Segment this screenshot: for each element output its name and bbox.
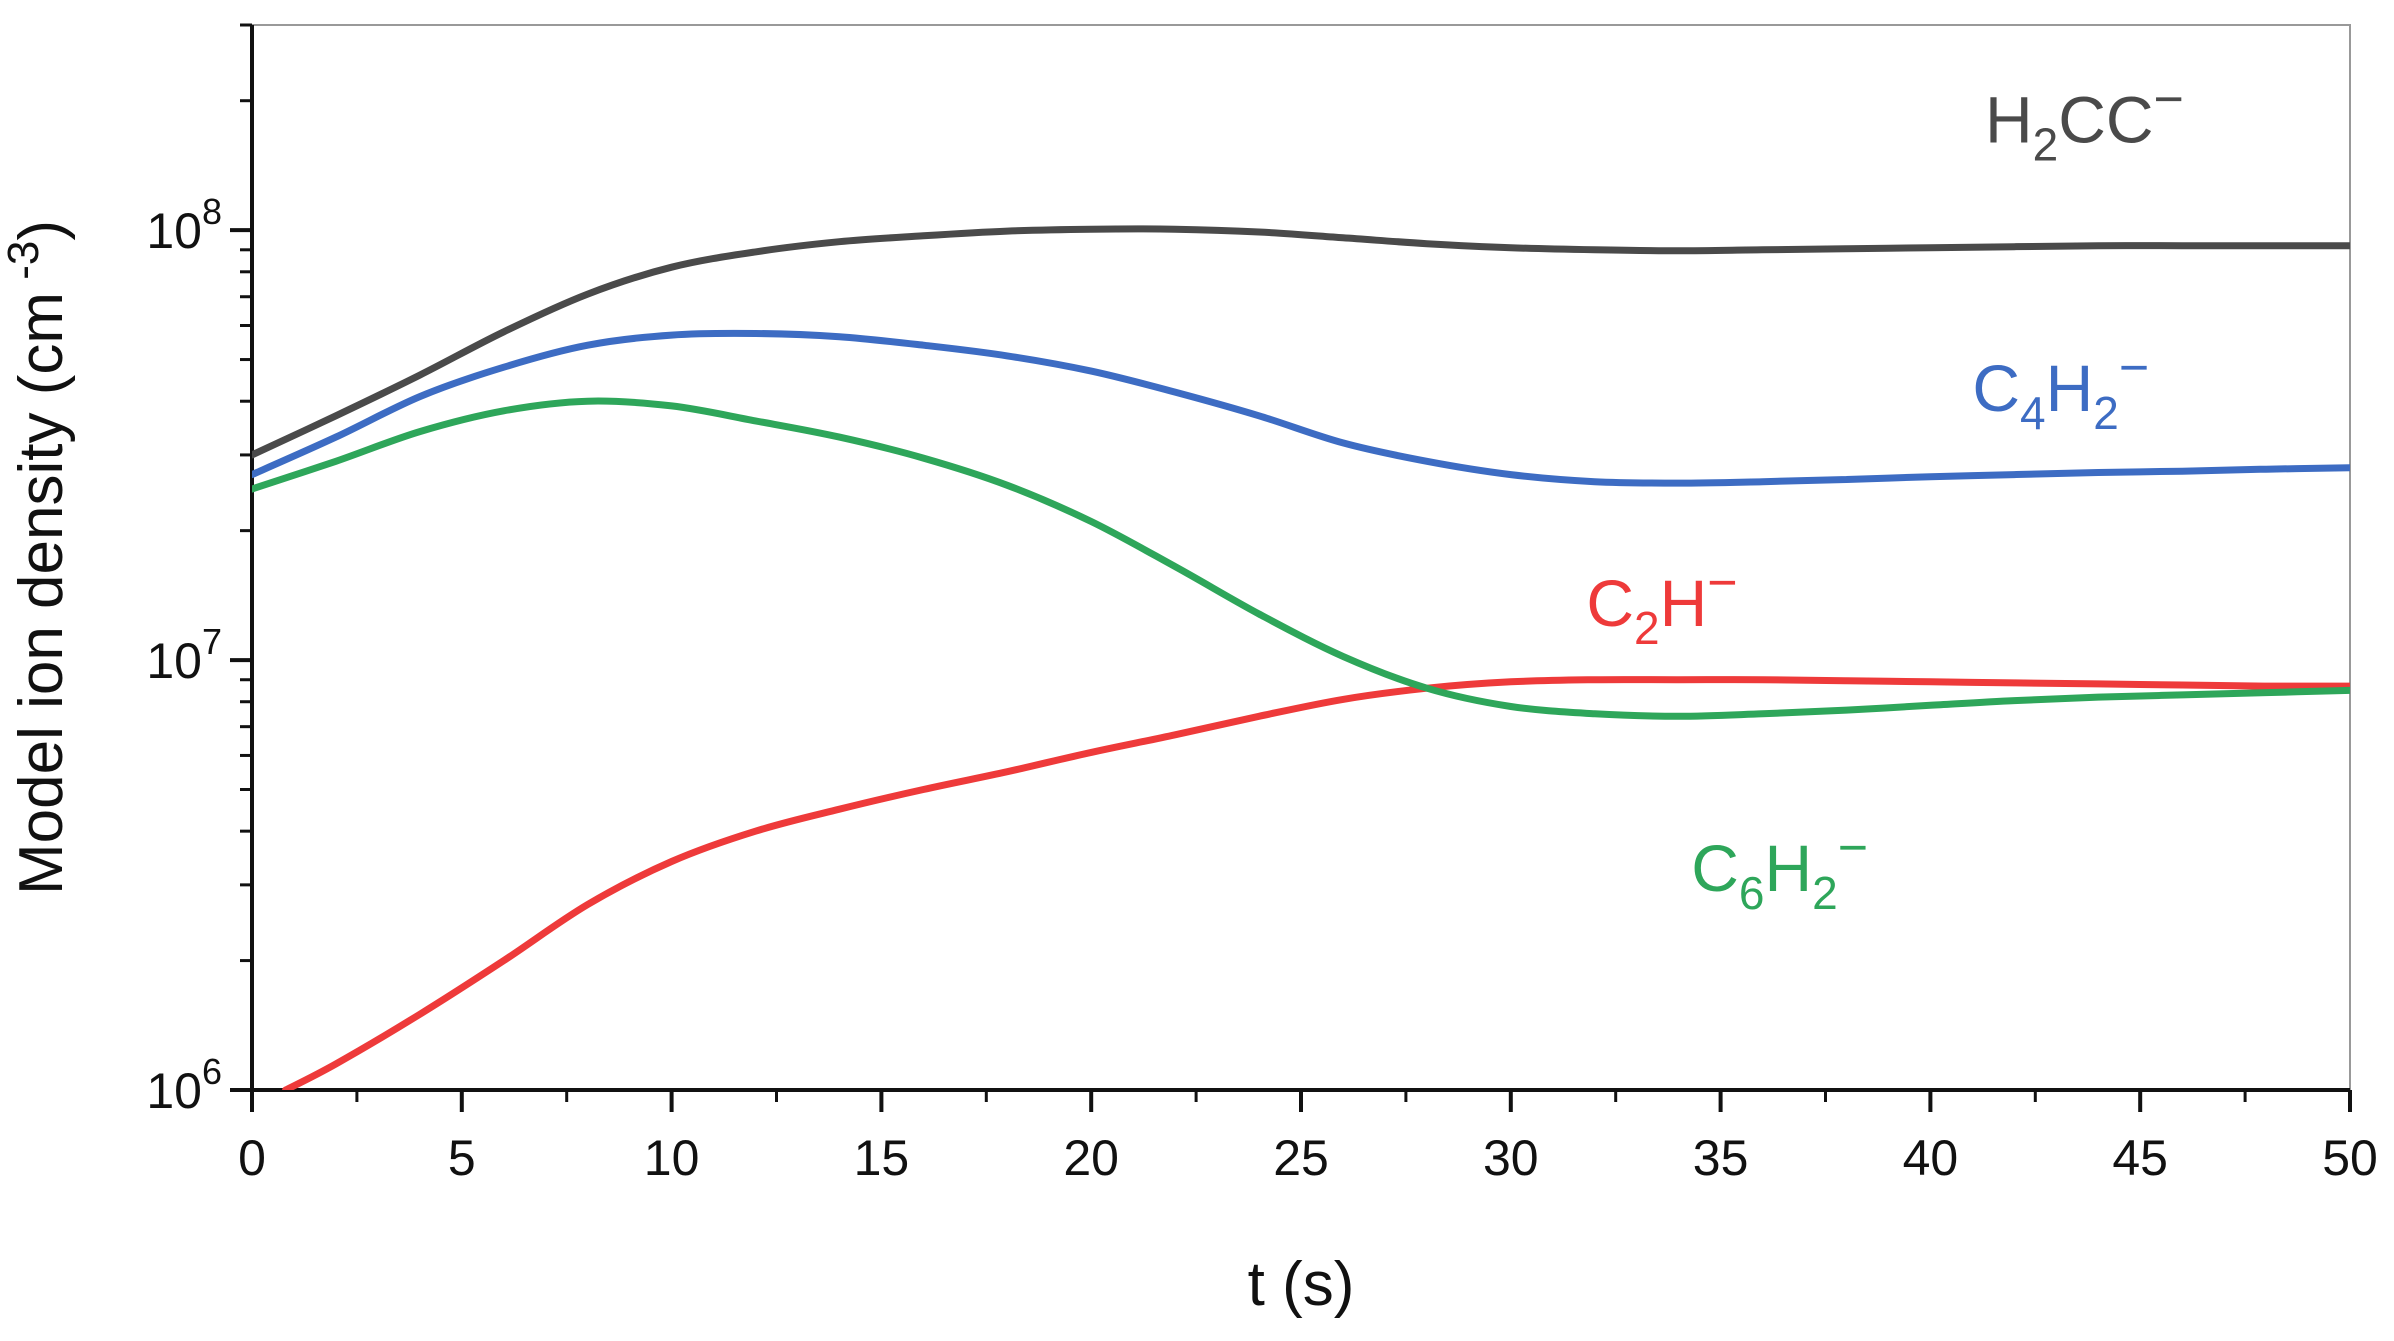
x-tick-label: 35 bbox=[1693, 1130, 1749, 1186]
series-line-h2cc bbox=[252, 225, 2350, 459]
series-line-c4h2 bbox=[252, 329, 2350, 487]
series-label-c6h2: C6H2− bbox=[1691, 819, 1868, 919]
x-tick-label: 0 bbox=[238, 1130, 266, 1186]
series-label-c4h2: C4H2− bbox=[1972, 339, 2149, 439]
x-tick-label: 10 bbox=[644, 1130, 700, 1186]
plot-frame bbox=[251, 24, 2351, 1091]
series-label-c2h: C2H− bbox=[1586, 554, 1737, 654]
x-tick-label: 15 bbox=[854, 1130, 910, 1186]
x-tick-label: 30 bbox=[1483, 1130, 1539, 1186]
x-tick-label: 40 bbox=[1903, 1130, 1959, 1186]
x-tick-label: 25 bbox=[1273, 1130, 1329, 1186]
x-tick-label: 20 bbox=[1063, 1130, 1119, 1186]
y-axis-title: Model ion density (cm -3) bbox=[0, 220, 76, 895]
x-tick-label: 50 bbox=[2322, 1130, 2378, 1186]
x-tick-label: 45 bbox=[2112, 1130, 2168, 1186]
y-tick-label: 106 bbox=[146, 1051, 222, 1119]
series-label-h2cc: H2CC− bbox=[1985, 70, 2184, 170]
x-axis-title: t (s) bbox=[1248, 1250, 1355, 1319]
y-tick-label: 107 bbox=[146, 621, 222, 689]
series-line-c6h2 bbox=[252, 397, 2350, 720]
series-group bbox=[252, 225, 2350, 1090]
y-tick-label: 108 bbox=[146, 191, 222, 259]
x-tick-label: 5 bbox=[448, 1130, 476, 1186]
series-line-c2h bbox=[282, 676, 2350, 1090]
